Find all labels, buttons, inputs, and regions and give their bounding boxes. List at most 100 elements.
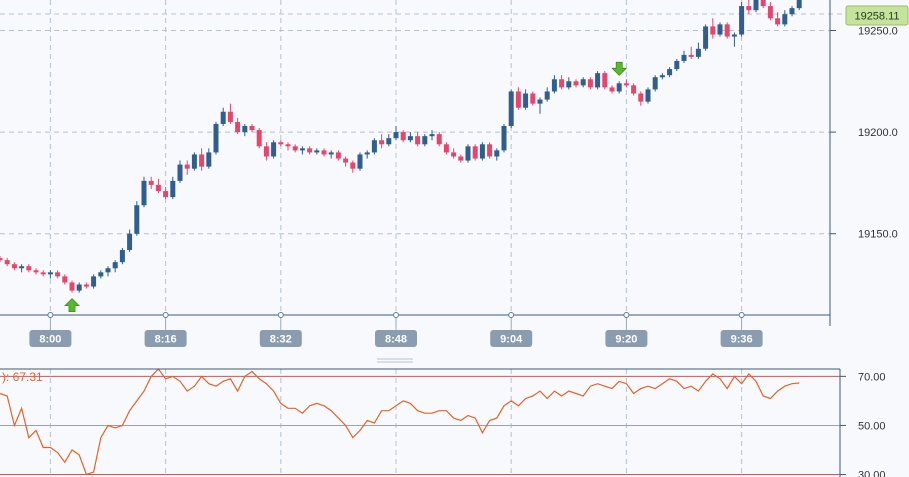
candle-body — [62, 276, 68, 283]
candle — [0, 256, 3, 263]
candle-body — [436, 134, 442, 145]
candle — [415, 132, 421, 147]
candle — [688, 46, 694, 59]
price-pane[interactable] — [0, 0, 846, 315]
candle-body — [256, 130, 262, 147]
time-tick-label: 9:36 — [731, 334, 753, 346]
candle — [580, 77, 586, 88]
candle-body — [472, 146, 478, 159]
candle — [386, 134, 392, 147]
candle-body — [4, 260, 10, 265]
candle-body — [199, 154, 205, 167]
candle — [227, 103, 233, 124]
candle-body — [314, 150, 320, 153]
rsi-tick-label: 30.00 — [858, 470, 886, 477]
candle-body — [364, 152, 370, 155]
time-label-bg — [259, 330, 302, 347]
candle — [631, 83, 637, 96]
candle-body — [501, 126, 507, 151]
candle — [595, 71, 601, 90]
candle-body — [263, 146, 269, 157]
candle — [703, 24, 709, 51]
candle — [321, 148, 327, 157]
candle-body — [112, 262, 118, 269]
candle — [119, 247, 125, 265]
candle — [443, 142, 449, 155]
rsi-grid — [49, 369, 743, 477]
price-axis[interactable]: 19150.0 19200.0 19250.0 — [830, 25, 898, 241]
candle — [328, 150, 334, 159]
rsi-pane[interactable] — [0, 368, 840, 477]
candle — [299, 146, 305, 155]
rsi-tick-label: 70.00 — [858, 371, 886, 383]
price-tick-label: 19150.0 — [858, 229, 898, 241]
time-axis[interactable]: 8:00 8:16 8:32 8:48 9:04 9:20 9:36 — [29, 312, 763, 348]
candle-body — [724, 24, 730, 37]
candle — [199, 148, 205, 171]
candle-body — [321, 150, 327, 155]
candle-body — [753, 0, 759, 11]
candle — [213, 121, 219, 155]
candle — [559, 75, 565, 90]
candle-body — [155, 184, 161, 192]
candle — [292, 144, 298, 153]
candle-body — [465, 146, 471, 161]
rsi-axis[interactable]: 70.00 50.00 30.00 — [840, 371, 886, 477]
candle-body — [681, 54, 687, 61]
candle — [242, 123, 248, 137]
candle-body — [760, 0, 766, 7]
candle — [350, 160, 356, 173]
candle — [55, 270, 61, 279]
time-tick-label: 8:32 — [270, 334, 292, 346]
candle — [343, 156, 349, 167]
candle — [26, 264, 32, 273]
candle — [47, 270, 53, 279]
candle — [789, 6, 795, 17]
candle — [710, 18, 716, 39]
candle-body — [595, 73, 601, 88]
candle-body — [580, 79, 586, 86]
time-tick-marker — [277, 312, 284, 318]
candle — [674, 58, 680, 72]
candle — [206, 148, 212, 169]
candle — [278, 140, 284, 147]
candle — [739, 2, 745, 37]
time-label-bg — [375, 330, 417, 347]
price-tick-label: 19200.0 — [858, 127, 898, 139]
candle-body — [415, 136, 421, 145]
candlestick-series — [0, 0, 802, 293]
candle — [307, 146, 313, 155]
buy-arrow-icon — [64, 298, 80, 313]
candle-body — [40, 272, 46, 275]
candle-body — [177, 164, 183, 181]
candle — [170, 176, 176, 200]
candle — [285, 142, 291, 151]
candle — [501, 123, 507, 153]
candle-body — [249, 126, 255, 131]
candle — [371, 138, 377, 155]
time-label-bg — [605, 330, 648, 347]
candle — [544, 87, 550, 102]
rsi-levels — [0, 375, 840, 476]
candle — [11, 262, 17, 271]
candle-body — [278, 142, 284, 145]
candle — [487, 142, 493, 159]
candle — [91, 274, 97, 289]
candle-body — [357, 154, 363, 169]
candle-body — [638, 93, 644, 102]
candle — [638, 91, 644, 106]
candle — [731, 32, 737, 47]
candle — [19, 264, 25, 273]
candle-body — [739, 6, 745, 35]
candle-body — [443, 144, 449, 153]
time-tick-marker — [393, 312, 399, 318]
candle — [314, 148, 320, 155]
candle — [83, 282, 89, 289]
candle-body — [746, 6, 752, 11]
candle — [256, 128, 262, 149]
pane-splitter-handle[interactable] — [377, 358, 413, 363]
candle-body — [242, 126, 248, 133]
candle-body — [134, 205, 140, 234]
candle-body — [307, 148, 313, 153]
candle-body — [141, 180, 147, 206]
